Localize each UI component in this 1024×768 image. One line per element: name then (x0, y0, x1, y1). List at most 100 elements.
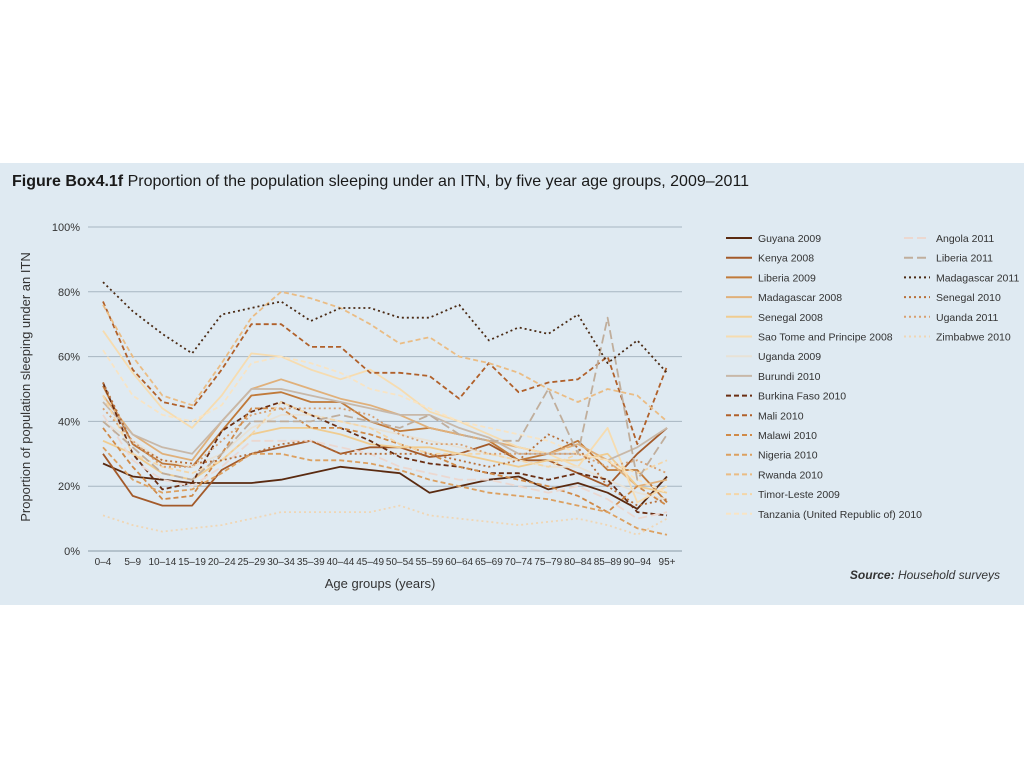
figure-title: Figure Box4.1f Proportion of the populat… (12, 173, 749, 191)
x-tick-label: 40–44 (327, 557, 355, 568)
legend-item: Uganda 2011 (904, 312, 998, 324)
x-tick-label: 75–79 (534, 557, 562, 568)
series-line (102, 504, 668, 536)
x-tick-label: 0–4 (95, 557, 112, 568)
legend-item: Timor-Leste 2009 (726, 489, 840, 501)
x-tick-label: 90–94 (623, 557, 651, 568)
legend-label: Guyana 2009 (758, 233, 821, 245)
figure-panel: Figure Box4.1f Proportion of the populat… (0, 163, 1024, 605)
grid-lines (88, 226, 682, 552)
series-line (102, 349, 668, 494)
legend-item: Tanzania (United Republic of) 2010 (726, 509, 922, 521)
source-label: Source: (849, 568, 895, 582)
series-line (102, 426, 668, 494)
series-line (102, 462, 668, 510)
x-tick-label: 45–49 (356, 557, 384, 568)
legend-item: Senegal 2010 (904, 292, 1001, 304)
legend-label: Tanzania (United Republic of) 2010 (758, 509, 922, 521)
figure-title-text: Proportion of the population sleeping un… (127, 173, 750, 190)
x-axis-label: Age groups (years) (325, 576, 436, 591)
legend-label: Liberia 2011 (936, 253, 993, 265)
x-tick-label: 55–59 (416, 557, 444, 568)
x-tick-label: 25–29 (238, 557, 266, 568)
legend-item: Uganda 2009 (726, 351, 821, 363)
legend-label: Timor-Leste 2009 (758, 489, 840, 501)
y-axis-label: Proportion of population sleeping under … (18, 252, 33, 522)
x-tick-label: 35–39 (297, 557, 325, 568)
legend-label: Madagascar 2008 (758, 292, 842, 304)
series-line (102, 413, 668, 501)
x-tick-label: 70–74 (505, 557, 533, 568)
series-line (102, 427, 668, 507)
legend-item: Kenya 2008 (726, 253, 814, 265)
series-line (102, 407, 668, 514)
x-tick-label: 65–69 (475, 557, 503, 568)
y-tick-label: 40% (58, 416, 80, 428)
line-chart: 0% 20% 40% 60% 80% 100% 0–4 5–9 10–14 15–19 20–24… (18, 222, 1019, 591)
legend-item: Malawi 2010 (726, 430, 817, 442)
series-line (102, 301, 668, 446)
legend-item: Madagascar 2011 (904, 272, 1019, 284)
legend-item: Mali 2010 (726, 410, 804, 422)
series-line (102, 316, 668, 481)
y-tick-label: 60% (58, 352, 80, 364)
legend-label: Mali 2010 (758, 410, 804, 422)
legend-item: Liberia 2011 (904, 253, 993, 265)
series-line (102, 378, 668, 488)
legend-label: Nigeria 2010 (758, 450, 818, 462)
series-line (102, 395, 668, 475)
legend-label: Zimbabwe 2010 (936, 332, 1011, 344)
legend-item: Madagascar 2008 (726, 292, 842, 304)
legend-label: Senegal 2010 (936, 292, 1001, 304)
legend-label: Angola 2011 (936, 233, 994, 245)
series-line (102, 382, 668, 507)
legend-label: Uganda 2009 (758, 351, 821, 363)
y-tick-label: 0% (64, 546, 80, 558)
x-tick-label: 85–89 (594, 557, 622, 568)
y-tick-label: 20% (58, 481, 80, 493)
series-line (102, 407, 668, 475)
x-tick-label: 20–24 (208, 557, 236, 568)
legend-label: Burundi 2010 (758, 371, 821, 383)
legend-item: Sao Tome and Principe 2008 (726, 332, 893, 344)
legend-item: Angola 2011 (904, 233, 994, 245)
series-line (102, 290, 668, 423)
legend-label: Madagascar 2011 (936, 272, 1019, 284)
legend-label: Malawi 2010 (758, 430, 817, 442)
legend-item: Rwanda 2010 (726, 469, 823, 481)
legend-item: Nigeria 2010 (726, 450, 818, 462)
series-lines (102, 281, 668, 536)
x-tick-labels: 0–4 5–9 10–14 15–19 20–24 25–29 30–34 35–39 40–4… (95, 557, 676, 568)
legend-label: Uganda 2011 (936, 312, 998, 324)
legend-item: Burkina Faso 2010 (726, 391, 846, 403)
y-tick-label: 80% (58, 287, 80, 299)
series-line (102, 388, 668, 462)
series-line (102, 330, 668, 504)
x-tick-label: 60–64 (445, 557, 473, 568)
series-line (102, 281, 668, 374)
y-tick-label: 100% (52, 222, 80, 234)
x-tick-label: 80–84 (564, 557, 592, 568)
legend-item: Guyana 2009 (726, 233, 821, 245)
figure-label: Figure Box4.1f (12, 173, 124, 190)
y-tick-labels: 0% 20% 40% 60% 80% 100% (52, 222, 80, 558)
legend-label: Rwanda 2010 (758, 469, 823, 481)
x-tick-label: 10–14 (148, 557, 176, 568)
series-line (102, 382, 668, 517)
legend-label: Burkina Faso 2010 (758, 391, 846, 403)
source-note: Source: Household surveys (850, 568, 1000, 582)
x-tick-label: 50–54 (386, 557, 414, 568)
x-tick-label: 5–9 (124, 557, 141, 568)
x-tick-label: 95+ (659, 557, 676, 568)
legend-label: Liberia 2009 (758, 272, 816, 284)
legend-item: Burundi 2010 (726, 371, 821, 383)
legend: Guyana 2009 Kenya 2008 Liberia 2009 Madagas… (726, 233, 1019, 521)
legend-item: Zimbabwe 2010 (904, 332, 1011, 344)
legend-item: Liberia 2009 (726, 272, 816, 284)
legend-label: Sao Tome and Principe 2008 (758, 332, 893, 344)
series-line (102, 414, 668, 520)
legend-label: Kenya 2008 (758, 253, 814, 265)
x-tick-label: 30–34 (267, 557, 295, 568)
x-tick-label: 15–19 (178, 557, 206, 568)
legend-label: Senegal 2008 (758, 312, 823, 324)
